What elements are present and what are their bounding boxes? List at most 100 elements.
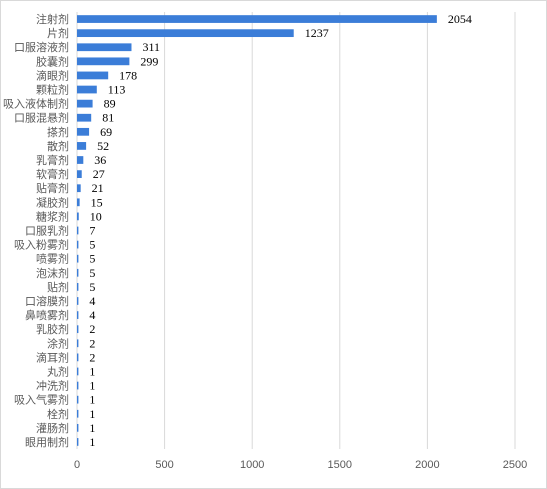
category-label: 颗粒剂 <box>36 83 69 97</box>
bar <box>77 15 437 23</box>
bar <box>77 367 79 376</box>
category-label: 糖浆剂 <box>36 209 69 223</box>
bar <box>77 283 79 291</box>
data-label: 5 <box>89 252 95 266</box>
category-label: 冲洗剂 <box>36 379 69 393</box>
data-label: 2054 <box>448 12 472 26</box>
category-label: 泡沫剂 <box>36 266 69 280</box>
data-label: 4 <box>89 294 95 308</box>
category-label: 散剂 <box>47 139 69 153</box>
category-label: 灌肠剂 <box>36 421 69 435</box>
data-label: 299 <box>140 54 158 68</box>
data-label: 113 <box>108 83 126 97</box>
x-tick-label: 2500 <box>503 459 527 471</box>
x-tick-label: 2000 <box>415 459 439 471</box>
bar <box>77 57 130 66</box>
category-label: 吸入粉雾剂 <box>14 238 69 252</box>
data-label: 1 <box>89 421 95 435</box>
bar <box>77 240 79 249</box>
x-tick-label: 1500 <box>328 459 352 471</box>
data-label: 1237 <box>305 26 329 40</box>
category-label: 涂剂 <box>47 336 69 350</box>
category-label: 眼用制剂 <box>25 435 69 449</box>
bar <box>77 184 81 193</box>
bar <box>77 297 79 305</box>
category-label: 滴眼剂 <box>36 68 69 82</box>
data-label: 2 <box>89 350 95 364</box>
category-label: 滴耳剂 <box>36 350 69 364</box>
bar <box>77 339 79 348</box>
data-label: 10 <box>90 209 102 223</box>
bar <box>77 71 109 80</box>
data-label: 5 <box>89 266 95 280</box>
bar <box>77 43 132 52</box>
bar <box>77 99 93 108</box>
category-label: 乳胶剂 <box>36 322 69 336</box>
bar <box>77 127 90 136</box>
category-label: 吸入气雾剂 <box>14 393 69 407</box>
bar <box>77 29 294 38</box>
category-label: 口服溶液剂 <box>14 40 69 54</box>
category-label: 贴膏剂 <box>36 181 69 195</box>
bar <box>77 170 82 178</box>
x-tick-label: 500 <box>155 459 173 471</box>
bar <box>77 226 79 235</box>
category-label: 胶囊剂 <box>36 54 69 68</box>
bar <box>77 311 79 319</box>
data-label: 89 <box>104 97 116 111</box>
data-label: 36 <box>94 153 106 167</box>
category-label: 口溶膜剂 <box>25 294 69 308</box>
bar <box>77 142 87 150</box>
category-label: 丸剂 <box>47 364 69 378</box>
bar <box>77 353 79 362</box>
data-label: 21 <box>92 181 104 195</box>
data-label: 7 <box>89 224 95 238</box>
category-label: 口服混悬剂 <box>14 111 69 125</box>
category-label: 片剂 <box>47 26 69 40</box>
data-label: 69 <box>100 125 112 139</box>
data-label: 1 <box>89 393 95 407</box>
category-label: 软膏剂 <box>36 167 69 181</box>
data-label: 2 <box>89 322 95 336</box>
data-label: 15 <box>91 195 103 209</box>
category-label: 吸入液体制剂 <box>3 97 69 111</box>
bar <box>77 438 79 446</box>
category-label: 鼻喷雾剂 <box>25 308 69 322</box>
bar <box>77 423 79 432</box>
data-label: 27 <box>93 167 105 181</box>
bar <box>77 395 79 404</box>
bar <box>77 254 79 263</box>
data-label: 178 <box>119 68 137 82</box>
data-label: 4 <box>89 308 95 322</box>
data-label: 311 <box>142 40 160 54</box>
category-label: 贴剂 <box>47 280 69 294</box>
data-label: 5 <box>89 238 95 252</box>
x-tick-label: 1000 <box>240 459 264 471</box>
category-label: 口服乳剂 <box>25 224 69 238</box>
data-label: 1 <box>89 364 95 378</box>
data-label: 81 <box>102 111 114 125</box>
category-label: 栓剂 <box>47 407 69 421</box>
data-label: 52 <box>97 139 109 153</box>
data-label: 1 <box>89 435 95 449</box>
x-tick-label: 0 <box>74 459 80 471</box>
bar <box>77 268 79 277</box>
bar <box>77 212 79 221</box>
data-label: 1 <box>89 379 95 393</box>
bar <box>77 85 97 94</box>
bar <box>77 156 84 164</box>
category-label: 喷雾剂 <box>36 252 69 266</box>
category-label: 乳膏剂 <box>36 153 69 167</box>
data-label: 5 <box>89 280 95 294</box>
data-label: 2 <box>89 336 95 350</box>
category-label: 凝胶剂 <box>36 195 69 209</box>
bar <box>77 381 79 390</box>
category-label: 搽剂 <box>47 125 69 139</box>
bar <box>77 198 80 207</box>
category-label: 注射剂 <box>36 12 69 26</box>
bar <box>77 409 79 418</box>
data-label: 1 <box>89 407 95 421</box>
bar <box>77 113 92 122</box>
